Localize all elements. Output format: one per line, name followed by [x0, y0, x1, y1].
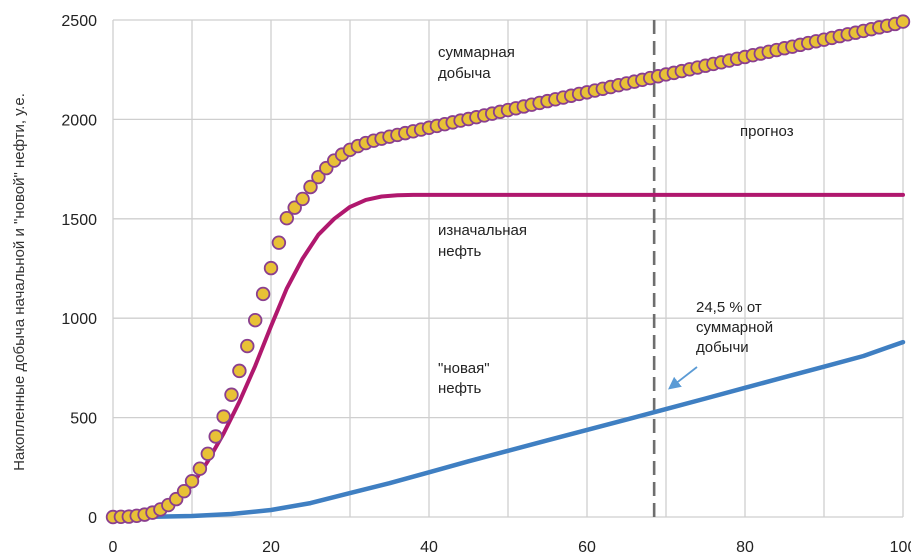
y-tick-label: 2500 [61, 13, 97, 30]
total-production-point [216, 409, 231, 424]
x-tick-label: 20 [262, 539, 280, 556]
total-production-point [303, 179, 318, 195]
y-tick-label: 500 [70, 411, 97, 428]
x-tick-label: 100 [890, 539, 911, 556]
total-production-point [311, 169, 326, 185]
total-production-point [184, 474, 200, 489]
y-axis-label: Накопленные добыча начальной и "новой" н… [11, 93, 28, 471]
x-tick-label: 60 [578, 539, 596, 556]
annotation-new-line1: "новая" [438, 360, 490, 377]
series-line-new-oil [110, 339, 906, 520]
annotation-forecast: прогноз [740, 123, 794, 140]
y-tick-label: 1500 [61, 212, 97, 229]
x-tick-label: 80 [736, 539, 754, 556]
annotation-share-line3: добычи [696, 339, 749, 356]
annotation-total-line2: добыча [438, 65, 491, 82]
total-production-point [279, 211, 295, 226]
total-production-point [192, 461, 208, 476]
total-production-point [263, 260, 279, 276]
total-production-point [271, 235, 287, 250]
annotation-new-line2: нефть [438, 380, 482, 397]
total-production-point [200, 446, 216, 461]
total-production-point [224, 387, 239, 402]
total-production-point [176, 483, 192, 499]
series-total-production [105, 14, 911, 525]
series [105, 14, 911, 525]
annotation-total-line1: суммарная [438, 44, 515, 61]
total-production-point [287, 200, 302, 215]
x-axis-ticks: 0 20 40 60 80 100 [109, 539, 911, 556]
x-tick-label: 40 [420, 539, 438, 556]
total-production-point [895, 14, 911, 29]
annotation-initial-line2: нефть [438, 243, 482, 260]
grid [112, 19, 904, 518]
annotation-initial-line1: изначальная [438, 222, 527, 239]
total-production-point [247, 312, 263, 328]
y-tick-label: 1000 [61, 311, 97, 328]
y-tick-label: 2000 [61, 112, 97, 129]
y-tick-label: 0 [88, 510, 97, 527]
total-production-point [232, 363, 247, 379]
total-production-point [240, 338, 255, 354]
share-arrow [668, 366, 698, 390]
total-production-point [295, 191, 310, 207]
total-production-point [208, 429, 223, 444]
annotation-share-line1: 24,5 % от [696, 299, 762, 316]
annotation-share-line2: суммарной [696, 319, 773, 336]
y-axis-ticks: 0 500 1000 1500 2000 2500 [61, 13, 97, 527]
total-production-point [255, 286, 271, 302]
x-tick-label: 0 [109, 539, 118, 556]
